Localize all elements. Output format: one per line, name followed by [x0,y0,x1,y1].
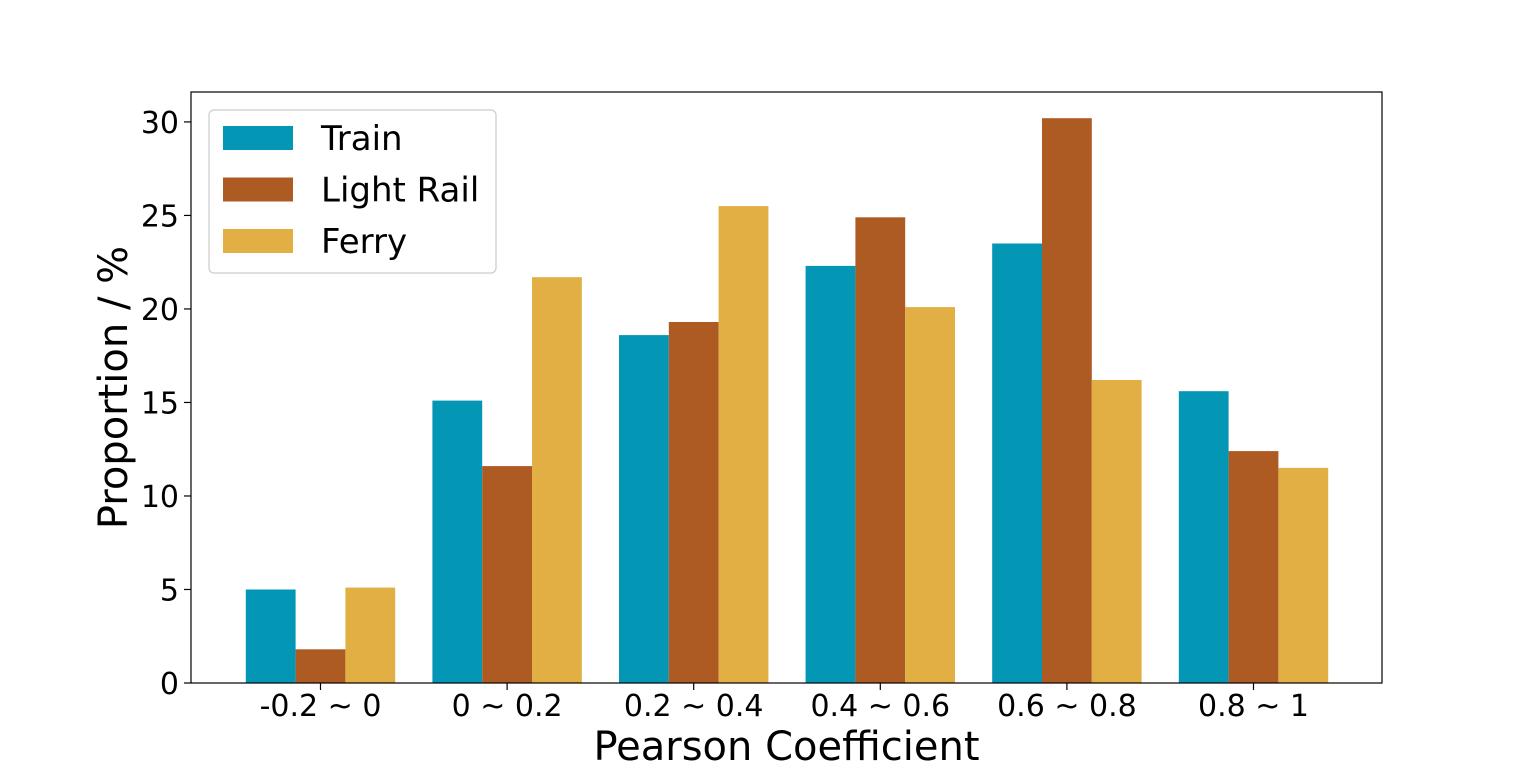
bar-light-rail-1 [482,466,532,683]
legend-swatch-ferry [223,229,293,253]
bar-train-2 [619,335,669,683]
x-tick-label: 0.2 ~ 0.4 [624,689,764,724]
bar-light-rail-3 [855,217,906,684]
y-tick-label: 25 [141,199,179,234]
bar-train-1 [432,400,483,683]
legend-label: Ferry [321,222,407,262]
bar-ferry-5 [1278,467,1329,683]
bar-light-rail-2 [668,322,719,683]
x-tick-label: 0.8 ~ 1 [1198,689,1309,724]
bar-ferry-2 [718,206,769,683]
x-axis-label: Pearson Coefficient [593,724,979,767]
y-axis-ticks: 0 5 10 15 20 25 30 [141,106,191,702]
bar-light-rail-4 [1042,118,1092,683]
bar-ferry-0 [345,587,396,683]
legend-label: Train [320,119,403,159]
bars-group [245,118,1329,684]
x-tick-label: 0.4 ~ 0.6 [810,689,950,724]
bar-ferry-4 [1091,380,1142,683]
y-tick-label: 15 [141,386,179,421]
bar-train-5 [1178,391,1229,683]
x-axis-ticks: -0.2 ~ 0 0 ~ 0.2 0.2 ~ 0.4 0.4 ~ 0.6 0.6 ~ 0… [260,683,1309,724]
bar-train-3 [805,265,856,683]
y-tick-label: 10 [141,480,179,515]
bar-train-4 [992,243,1042,683]
legend-swatch-train [223,126,293,150]
y-tick-label: 5 [160,573,179,608]
legend-swatch-light-rail [223,177,293,202]
bar-ferry-3 [905,307,955,683]
y-tick-label: 30 [141,106,179,141]
plot-area-frame [190,91,1383,684]
bar-train-0 [245,589,296,683]
bar-light-rail-0 [295,649,346,683]
x-tick-label: 0 ~ 0.2 [452,689,563,724]
legend: Train Light Rail Ferry [208,109,497,274]
x-tick-label: -0.2 ~ 0 [260,689,382,724]
x-tick-label: 0.6 ~ 0.8 [997,689,1137,724]
legend-label: Light Rail [321,171,479,211]
y-axis-label: Proportion / % [91,246,137,529]
bar-light-rail-5 [1228,451,1279,683]
bar-ferry-1 [532,277,582,683]
y-tick-label: 20 [141,293,179,328]
y-tick-label: 0 [160,667,179,702]
